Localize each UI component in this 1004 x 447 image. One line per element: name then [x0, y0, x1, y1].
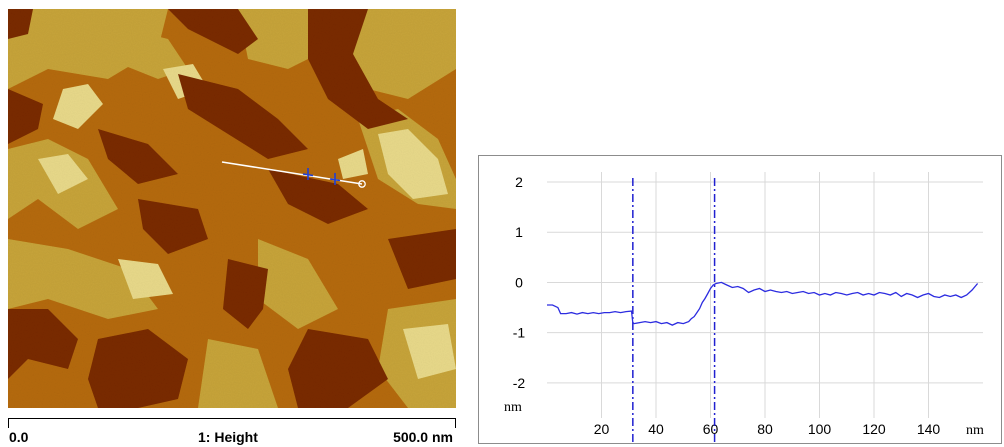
y-axis-unit-label: nm: [504, 400, 522, 415]
section-line-end-handle[interactable]: [358, 180, 366, 188]
afm-trench-dark: [138, 199, 208, 254]
x-tick-label: 80: [757, 421, 773, 437]
grid: [547, 172, 983, 418]
afm-trench-dark: [8, 89, 43, 144]
x-tick-label: 20: [594, 421, 610, 437]
y-tick-label: -2: [513, 375, 526, 391]
afm-highlight: [53, 84, 103, 129]
afm-highlight: [118, 259, 173, 299]
afm-trench-dark: [268, 169, 368, 224]
afm-trench-dark: [288, 329, 388, 408]
afm-terrace-light: [198, 339, 278, 408]
afm-trench-dark: [308, 9, 408, 129]
y-tick-label: 0: [515, 274, 523, 290]
profile-line: [547, 281, 979, 326]
scale-end-label: 500.0 nm: [393, 429, 453, 445]
afm-highlight: [403, 324, 456, 379]
tick-labels: 20 40 60 80 100 120 140 2 1 0 -1 -2: [513, 174, 941, 437]
afm-highlight: [38, 154, 88, 194]
afm-panel: 0.0 1: Height 500.0 nm: [0, 0, 470, 447]
afm-trench-dark: [8, 9, 33, 39]
afm-trench-dark: [98, 129, 178, 184]
afm-terrace-light: [258, 239, 338, 329]
afm-terrace-light: [8, 239, 158, 319]
y-tick-label: -1: [513, 325, 526, 341]
profile-plot: 20 40 60 80 100 120 140 2 1 0 -1 -2 nm nm: [504, 172, 984, 443]
afm-height-image: [8, 9, 456, 408]
x-tick-label: 40: [648, 421, 664, 437]
cursor-marker-2[interactable]: [329, 173, 341, 185]
afm-highlight: [338, 149, 368, 179]
afm-trench-dark: [8, 309, 78, 379]
x-tick-label: 140: [917, 421, 941, 437]
x-axis-unit-label: nm: [966, 423, 984, 438]
scale-start-label: 0.0: [9, 429, 29, 445]
afm-trench-dark: [168, 9, 258, 54]
afm-trench-dark: [223, 259, 268, 329]
x-tick-label: 120: [862, 421, 886, 437]
scale-bar: [8, 418, 456, 428]
afm-trench-dark: [388, 229, 456, 289]
x-tick-label: 100: [808, 421, 832, 437]
afm-trench-dark: [88, 329, 188, 408]
afm-terrace-light: [348, 9, 456, 99]
x-tick-label: 60: [703, 421, 719, 437]
channel-label: 1: Height: [198, 429, 258, 445]
section-line[interactable]: [221, 161, 366, 188]
afm-trench-dark: [178, 74, 308, 159]
afm-highlight: [378, 129, 448, 199]
y-tick-label: 1: [515, 224, 523, 240]
y-tick-label: 2: [515, 174, 523, 190]
profile-cursors[interactable]: [632, 178, 716, 443]
cursor-marker-1[interactable]: [302, 168, 314, 180]
afm-terrace-light: [68, 9, 188, 79]
height-profile-chart: 20 40 60 80 100 120 140 2 1 0 -1 -2 nm nm: [478, 155, 1002, 444]
